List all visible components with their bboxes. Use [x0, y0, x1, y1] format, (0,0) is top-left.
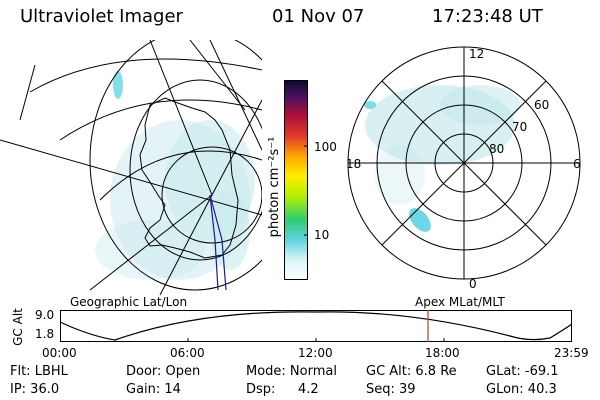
colorbar-tick-100: 100 [314, 140, 337, 154]
altitude-strip-chart [60, 310, 572, 342]
colorbar-unit-label: photon cm⁻²s⁻¹ [267, 136, 282, 238]
info-gc-alt: GC Alt: 6.8 Re [366, 364, 457, 379]
info-dsp-label: Dsp: [246, 382, 276, 397]
lat-label-80: 80 [489, 142, 505, 156]
intensity-colorbar [284, 80, 308, 280]
info-gain: Gain: 14 [126, 382, 181, 397]
mlt-label-0: 0 [469, 277, 477, 291]
colorbar-tick-10: 10 [314, 228, 330, 242]
info-glon: GLon: 40.3 [486, 382, 557, 397]
instrument-title: Ultraviolet Imager [20, 6, 183, 27]
strip-y-tick-9: 9.0 [35, 308, 55, 322]
info-filter: Flt: LBHL [10, 364, 68, 379]
time-tick-1200: 12:00 [298, 346, 333, 360]
time-tick-0000: 00:00 [42, 346, 77, 360]
time-tick-1800: 18:00 [425, 346, 460, 360]
polar-auroral-emission [364, 85, 520, 232]
polar-plot [347, 46, 581, 280]
geographic-map [0, 40, 262, 295]
mlt-label-12: 12 [469, 47, 485, 61]
apex-coords-label: Apex MLat/MLT [415, 295, 505, 309]
info-seq: Seq: 39 [366, 382, 416, 397]
info-mode: Mode: Normal [246, 364, 337, 379]
info-door: Door: Open [126, 364, 201, 379]
lat-label-70: 70 [512, 120, 528, 134]
mlt-label-18: 18 [346, 157, 362, 171]
coastline [139, 97, 239, 259]
info-ip: IP: 36.0 [10, 382, 60, 397]
observation-date: 01 Nov 07 [272, 6, 365, 27]
lat-label-60: 60 [534, 98, 550, 112]
altitude-curve [60, 311, 572, 341]
time-tick-2359: 23:59 [554, 346, 589, 360]
info-glat: GLat: -69.1 [486, 364, 559, 379]
mlt-label-6: 6 [573, 157, 581, 171]
observation-time: 17:23:48 UT [432, 6, 543, 27]
strip-y-axis-label: GC Alt [11, 308, 25, 346]
geographic-coords-label: Geographic Lat/Lon [70, 295, 188, 309]
strip-y-tick-1_8: 1.8 [35, 327, 55, 341]
info-dsp-value: 4.2 [298, 382, 319, 397]
time-tick-0600: 06:00 [170, 346, 205, 360]
